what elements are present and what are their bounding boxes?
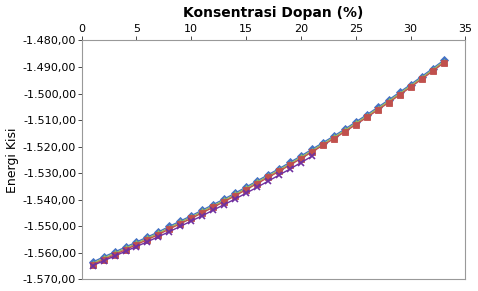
Title: Konsentrasi Dopan (%): Konsentrasi Dopan (%) — [184, 6, 364, 19]
Y-axis label: Energi Kisi: Energi Kisi — [6, 127, 19, 193]
